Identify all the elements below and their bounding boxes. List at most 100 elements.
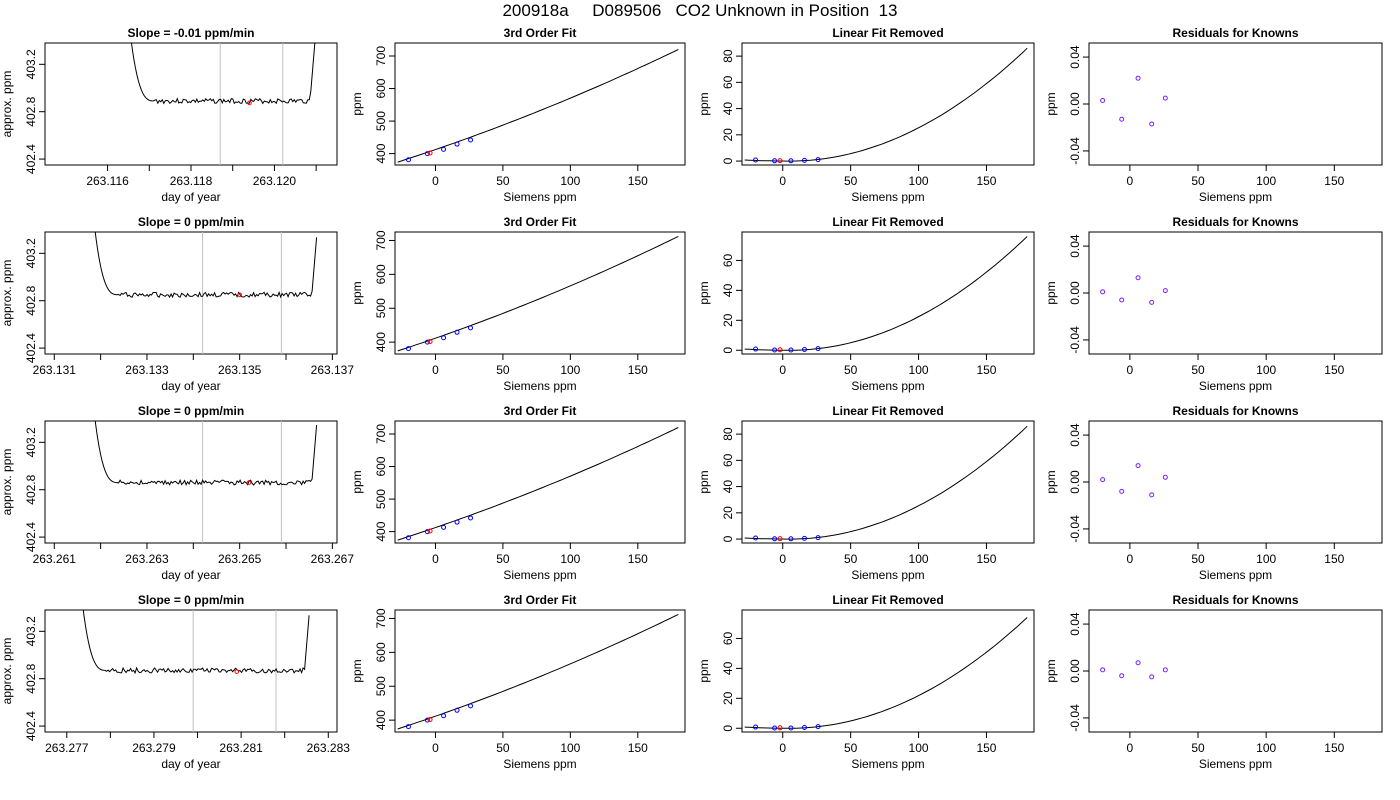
x-axis-label: Siemens ppm [1199, 190, 1272, 204]
known-point [801, 725, 807, 731]
y-axis-label: ppm [1044, 281, 1058, 304]
known-point [454, 519, 460, 525]
plot-area [397, 427, 679, 541]
fit-curve [397, 235, 679, 352]
known-point [788, 725, 794, 731]
known-point [753, 724, 759, 730]
plot-area [1100, 75, 1168, 127]
x-tick-label: 100 [560, 741, 580, 755]
residual-point [1100, 667, 1106, 673]
x-tick-label: 0 [1127, 741, 1134, 755]
x-tick-label: 0 [1127, 174, 1134, 188]
unknown-point [777, 158, 783, 164]
plot-area [397, 49, 679, 163]
x-tick-label: 100 [909, 363, 929, 377]
known-point [772, 725, 778, 731]
known-point [788, 158, 794, 164]
panel-title: Linear Fit Removed [832, 404, 943, 418]
x-tick-label: 263.131 [33, 363, 77, 377]
residual-point [1162, 474, 1168, 480]
y-tick-label: 40 [721, 102, 735, 116]
plot-frame [1088, 42, 1383, 166]
plot-frame [394, 420, 686, 544]
known-point [441, 524, 447, 530]
y-tick-label: 500 [374, 298, 388, 318]
plot-area [397, 613, 679, 730]
y-tick-label: 40 [721, 661, 735, 675]
known-point [441, 713, 447, 719]
unknown-marker [247, 100, 252, 106]
panel-title: Slope = 0 ppm/min [138, 404, 244, 418]
x-tick-label: 150 [628, 363, 648, 377]
x-tick-label: 263.281 [219, 741, 263, 755]
x-tick-label: 100 [909, 174, 929, 188]
unknown-point [427, 716, 433, 722]
residual-point [1119, 297, 1125, 303]
y-tick-label: 400 [374, 710, 388, 730]
x-tick-label: 50 [844, 363, 858, 377]
y-tick-label: 403.2 [24, 49, 38, 79]
x-tick-label: 0 [1127, 363, 1134, 377]
residual-point [1135, 660, 1141, 666]
known-point [788, 536, 794, 542]
y-tick-label: 60 [721, 253, 735, 267]
x-tick-label: 263.120 [253, 174, 297, 188]
x-tick-label: 263.135 [218, 363, 262, 377]
panel-1-0: Slope = 0 ppm/min day of year approx. ppm 2… [0, 215, 354, 393]
x-tick-label: 50 [1191, 552, 1205, 566]
plot-frame [741, 42, 1035, 166]
y-tick-label: 600 [374, 642, 388, 662]
x-axis-label: Siemens ppm [503, 757, 576, 771]
y-tick-label: -0.04 [1068, 326, 1082, 354]
x-tick-label: 150 [628, 174, 648, 188]
fit-curve [744, 617, 1028, 729]
x-tick-label: 150 [628, 741, 648, 755]
y-tick-label: 700 [374, 608, 388, 628]
panel-title: Residuals for Knowns [1172, 215, 1298, 229]
x-axis-label: day of year [161, 190, 220, 204]
panel-title: Residuals for Knowns [1172, 26, 1298, 40]
series-line [130, 43, 316, 105]
y-tick-label: 700 [374, 230, 388, 250]
x-tick-label: 263.261 [33, 552, 77, 566]
known-point [801, 535, 807, 541]
x-tick-label: 100 [909, 741, 929, 755]
x-axis-label: Siemens ppm [1199, 757, 1272, 771]
known-point [424, 529, 430, 535]
plot-area [1100, 463, 1168, 498]
unknown-point [777, 536, 783, 542]
plot-area [744, 425, 1028, 542]
y-tick-label: 600 [374, 264, 388, 284]
panel-title: Residuals for Knowns [1172, 404, 1298, 418]
y-tick-label: 403.2 [24, 616, 38, 646]
x-tick-label: 0 [432, 741, 439, 755]
y-tick-label: 0.04 [1068, 45, 1082, 69]
y-tick-label: 0.04 [1068, 234, 1082, 258]
y-tick-label: 0.00 [1068, 470, 1082, 494]
y-tick-label: 80 [721, 49, 735, 63]
x-tick-label: 263.279 [132, 741, 176, 755]
x-tick-label: 150 [976, 552, 996, 566]
x-tick-label: 0 [432, 363, 439, 377]
plot-frame [741, 231, 1035, 355]
x-tick-label: 50 [1191, 363, 1205, 377]
y-axis-label: ppm [1044, 470, 1058, 493]
x-tick-label: 263.267 [311, 552, 355, 566]
series-line [82, 610, 310, 675]
y-tick-label: 0 [721, 347, 735, 354]
x-tick-label: 0 [779, 363, 786, 377]
x-tick-label: 263.116 [86, 174, 129, 188]
x-axis-label: day of year [161, 568, 220, 582]
x-axis-label: Siemens ppm [851, 379, 924, 393]
x-tick-label: 0 [1127, 552, 1134, 566]
series-line [94, 232, 318, 299]
known-point [801, 157, 807, 163]
x-tick-label: 150 [1324, 174, 1344, 188]
panel-3-2: Linear Fit Removed Siemens ppm ppm 0 50 100 15… [697, 593, 1035, 771]
series-line [94, 421, 318, 487]
known-point [405, 724, 411, 730]
residual-point [1135, 275, 1141, 281]
residual-point [1135, 75, 1141, 81]
plot-frame [44, 231, 338, 355]
y-tick-label: 700 [374, 424, 388, 444]
